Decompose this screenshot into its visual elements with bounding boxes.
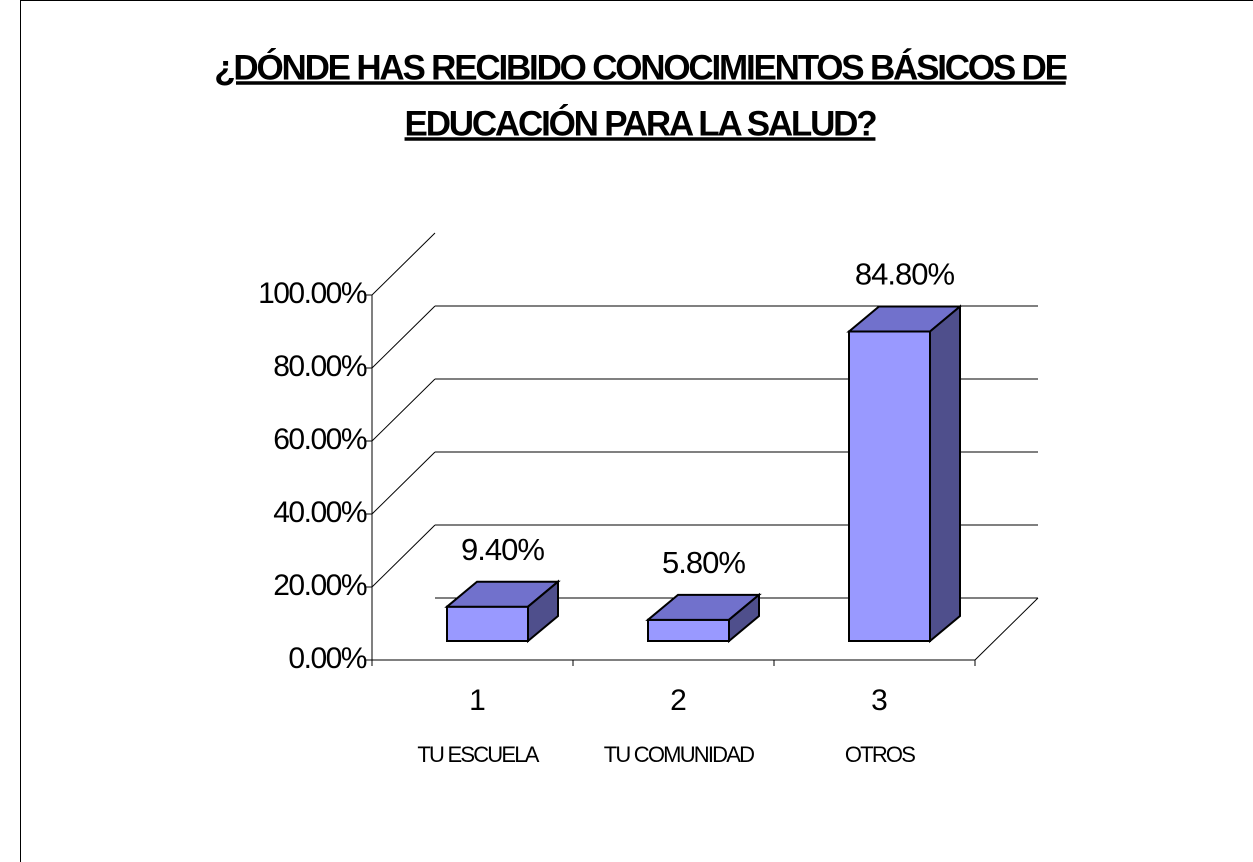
grid-diagonal <box>371 232 436 296</box>
bar-front <box>647 618 730 643</box>
bar-side <box>728 592 760 644</box>
chart-title: ¿DÓNDE HAS RECIBIDO CONOCIMIENTOS BÁSICO… <box>214 47 1066 87</box>
bar-side <box>929 304 961 644</box>
y-tick-label: 20.00% <box>273 569 367 602</box>
category-label: TU ESCUELA <box>417 742 539 767</box>
bar-front <box>848 330 931 642</box>
bar-side <box>527 579 559 644</box>
grid-diagonal <box>371 451 436 515</box>
chart-title: EDUCACIÓN PARA LA SALUD? <box>405 103 877 143</box>
value-label: 5.80% <box>662 545 745 580</box>
y-tick-label: 100.00% <box>258 277 367 310</box>
value-label: 9.40% <box>461 532 544 567</box>
y-tick-label: 60.00% <box>273 423 367 456</box>
value-label: 84.80% <box>855 257 955 292</box>
y-tick-label: 0.00% <box>288 642 366 675</box>
x-tick-label: 2 <box>670 684 687 717</box>
bar-front <box>446 605 529 643</box>
category-label: TU COMUNIDAD <box>604 742 754 767</box>
x-tick-label: 1 <box>469 684 486 717</box>
category-label: OTROS <box>845 742 915 767</box>
x-tick-label: 3 <box>871 684 888 717</box>
floor-side <box>974 597 1039 661</box>
y-tick-label: 80.00% <box>273 350 367 383</box>
y-tick-label: 40.00% <box>273 496 367 529</box>
grid-diagonal <box>371 305 436 369</box>
grid-diagonal <box>371 378 436 442</box>
frame <box>20 0 1253 862</box>
grid-diagonal <box>371 524 436 588</box>
